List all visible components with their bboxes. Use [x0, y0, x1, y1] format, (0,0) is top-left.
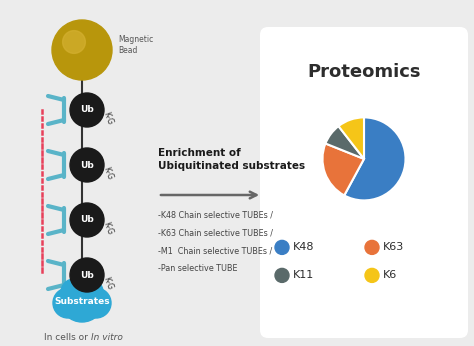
- Text: K-G: K-G: [101, 220, 115, 236]
- Text: K-G: K-G: [101, 110, 115, 126]
- Text: Ub: Ub: [80, 106, 94, 115]
- Circle shape: [60, 278, 104, 322]
- Text: Ub: Ub: [80, 161, 94, 170]
- Circle shape: [69, 277, 95, 303]
- Wedge shape: [338, 117, 364, 159]
- Circle shape: [70, 148, 104, 182]
- Text: Proteomics: Proteomics: [307, 63, 421, 81]
- Text: -Pan selective TUBE: -Pan selective TUBE: [158, 264, 237, 273]
- Text: Ub: Ub: [80, 271, 94, 280]
- FancyBboxPatch shape: [260, 27, 468, 338]
- Text: In vitro: In vitro: [91, 334, 123, 343]
- Text: K11: K11: [293, 271, 314, 280]
- Wedge shape: [344, 117, 406, 200]
- Text: K48: K48: [293, 243, 315, 252]
- Circle shape: [70, 258, 104, 292]
- Circle shape: [275, 268, 289, 282]
- Circle shape: [77, 279, 103, 305]
- Text: Enrichment of
Ubiquitinated substrates: Enrichment of Ubiquitinated substrates: [158, 148, 305, 171]
- Text: -K48 Chain selective TUBEs /: -K48 Chain selective TUBEs /: [158, 210, 273, 219]
- Text: Magnetic
Bead: Magnetic Bead: [118, 35, 153, 55]
- Text: Substrates: Substrates: [54, 298, 110, 307]
- Circle shape: [365, 240, 379, 254]
- Text: Ub: Ub: [80, 216, 94, 225]
- Circle shape: [70, 93, 104, 127]
- Text: In cells or: In cells or: [44, 334, 91, 343]
- Circle shape: [53, 288, 83, 318]
- Circle shape: [365, 268, 379, 282]
- Circle shape: [61, 279, 87, 305]
- Circle shape: [70, 203, 104, 237]
- Text: -M1  Chain selective TUBEs /: -M1 Chain selective TUBEs /: [158, 246, 272, 255]
- Text: K-G: K-G: [101, 275, 115, 291]
- Circle shape: [63, 30, 85, 53]
- Wedge shape: [322, 144, 364, 195]
- Circle shape: [81, 288, 111, 318]
- Text: -K63 Chain selective TUBEs /: -K63 Chain selective TUBEs /: [158, 228, 273, 237]
- Text: K63: K63: [383, 243, 404, 252]
- Circle shape: [52, 20, 112, 80]
- Circle shape: [275, 240, 289, 254]
- Wedge shape: [326, 126, 364, 159]
- Text: K6: K6: [383, 271, 397, 280]
- Text: K-G: K-G: [101, 165, 115, 181]
